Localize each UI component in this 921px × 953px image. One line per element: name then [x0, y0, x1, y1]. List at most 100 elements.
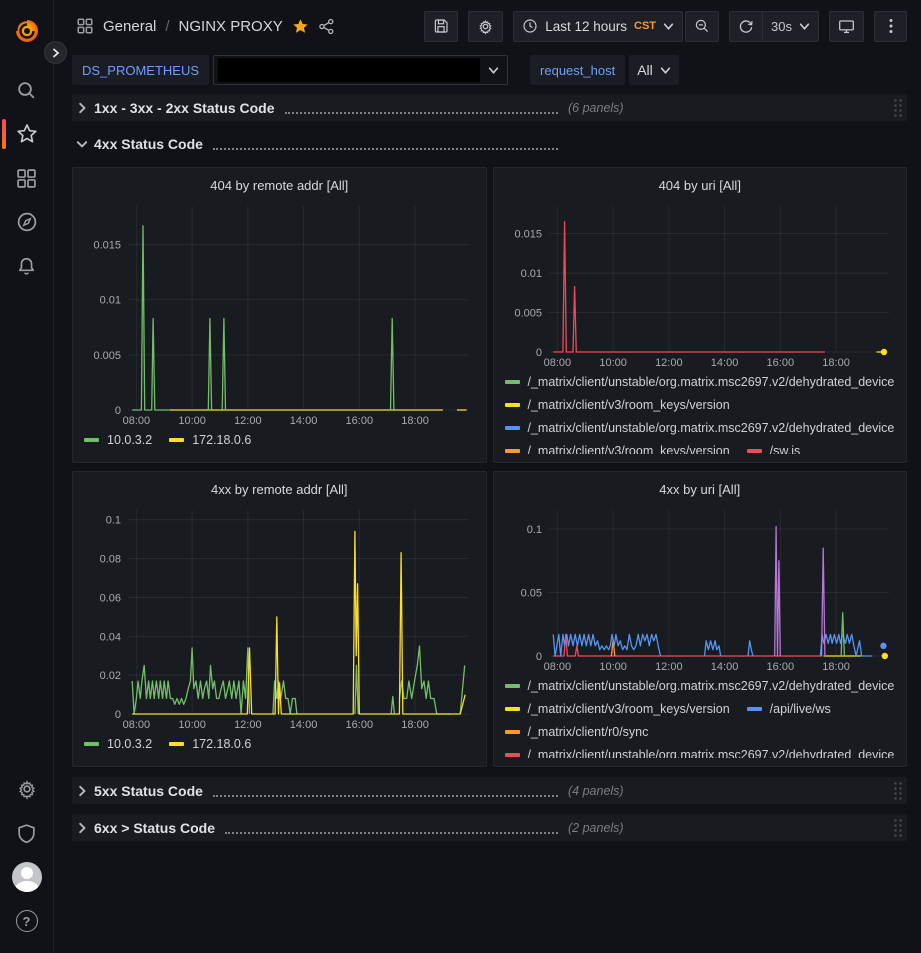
- dashboard-settings-button[interactable]: [468, 10, 504, 42]
- sidebar-item-dashboards[interactable]: [0, 156, 54, 200]
- sidebar-item-search[interactable]: [0, 68, 54, 112]
- sidebar-item-alerting[interactable]: [0, 244, 54, 288]
- series-line: [131, 647, 251, 715]
- zoom-out-time-button[interactable]: [685, 10, 720, 42]
- sidebar-item-starred[interactable]: [0, 112, 54, 156]
- x-tick-label: 16:00: [346, 415, 374, 427]
- sidebar-item-help[interactable]: ?: [0, 899, 54, 943]
- variables-bar: DS_PROMETHEUS request_host All: [54, 52, 921, 88]
- series-line: [132, 530, 466, 715]
- refresh-interval-label: 30s: [771, 18, 792, 34]
- gear-icon: [18, 780, 35, 800]
- panel-title[interactable]: 4xx by remote addr [All]: [210, 482, 348, 497]
- y-tick-label: 0.05: [520, 588, 541, 600]
- user-avatar: [11, 862, 42, 892]
- legend-item[interactable]: 172.18.0.6: [169, 732, 251, 755]
- row-header-6xx[interactable]: 6xx > Status Code (2 panels): [72, 814, 907, 841]
- panel-title[interactable]: 4xx by uri [All]: [659, 482, 741, 497]
- legend-label: 10.0.3.2: [107, 432, 153, 447]
- legend-label: /sw.js: [769, 443, 801, 455]
- x-tick-label: 16:00: [346, 719, 374, 731]
- legend-swatch: [746, 706, 762, 711]
- x-tick-label: 12:00: [234, 415, 262, 427]
- host-variable-label[interactable]: request_host: [530, 55, 626, 85]
- compass-icon: [17, 212, 36, 232]
- legend: 10.0.3.2 172.18.0.6: [82, 428, 477, 454]
- legend-item[interactable]: /_matrix/client/v3/room_keys/version: [504, 697, 730, 720]
- grafana-logo[interactable]: [0, 8, 54, 54]
- series-point: [881, 652, 888, 660]
- kebab-menu-button[interactable]: [874, 10, 907, 42]
- panel-title[interactable]: 404 by remote addr [All]: [210, 178, 349, 193]
- time-range-picker[interactable]: Last 12 hours CST: [513, 10, 684, 42]
- row-drag-handle-icon[interactable]: [893, 781, 903, 800]
- legend-item[interactable]: 10.0.3.2: [84, 732, 152, 755]
- sidebar-expand-button[interactable]: [44, 41, 67, 64]
- legend-item[interactable]: 10.0.3.2: [84, 428, 152, 451]
- chart-canvas[interactable]: 08:00 10:00 12:00 14:00 16:00 18:00 0 0.02 0.04 0…: [82, 502, 476, 732]
- y-tick-label: 0.015: [514, 229, 542, 241]
- x-tick-label: 08:00: [543, 357, 571, 369]
- x-tick-label: 18:00: [401, 719, 429, 731]
- row-drag-handle-icon[interactable]: [893, 98, 903, 117]
- refresh-button[interactable]: [729, 10, 763, 42]
- legend-item[interactable]: /sw.js: [746, 439, 801, 455]
- chevron-down-icon: [799, 22, 810, 30]
- refresh-interval-picker[interactable]: 30s: [762, 10, 819, 42]
- sidebar-item-server-admin[interactable]: [0, 811, 54, 855]
- breadcrumb-section[interactable]: General: [103, 17, 157, 35]
- chevron-right-icon: [79, 785, 86, 796]
- sidebar-item-configuration[interactable]: [0, 767, 54, 811]
- row-header-1xx-3xx-2xx[interactable]: 1xx - 3xx - 2xx Status Code (6 panels): [72, 94, 907, 121]
- datasource-variable-label[interactable]: DS_PROMETHEUS: [72, 55, 210, 85]
- legend-item[interactable]: /_matrix/client/unstable/org.matrix.msc2…: [504, 370, 894, 393]
- x-tick-label: 16:00: [766, 661, 794, 673]
- panel-4xx-by-uri: 4xx by uri [All] 08:00 10:00 12:00 14:00 16:…: [492, 471, 907, 767]
- x-tick-label: 12:00: [234, 719, 262, 731]
- save-icon: [435, 19, 448, 33]
- legend-item[interactable]: /_matrix/client/unstable/org.matrix.msc2…: [504, 743, 894, 758]
- host-variable-select[interactable]: All: [629, 55, 679, 85]
- y-tick-label: 0: [115, 405, 121, 417]
- star-icon: [16, 124, 37, 143]
- row-header-4xx[interactable]: 4xx Status Code: [72, 130, 907, 157]
- legend-swatch: [169, 741, 185, 746]
- sidebar-item-profile[interactable]: [0, 855, 54, 899]
- legend-item[interactable]: 172.18.0.6: [169, 428, 251, 451]
- chevron-right-icon: [79, 822, 86, 833]
- panel-title[interactable]: 404 by uri [All]: [658, 178, 741, 193]
- legend: /_matrix/client/unstable/org.matrix.msc2…: [503, 370, 898, 454]
- breadcrumb-title[interactable]: NGINX PROXY: [178, 17, 283, 35]
- chart-canvas[interactable]: 08:00 10:00 12:00 14:00 16:00 18:00 0 0.005 0.01…: [503, 198, 897, 370]
- series-line: [389, 317, 395, 411]
- legend-label: /_matrix/client/r0/sync: [527, 724, 649, 739]
- datasource-variable-select[interactable]: [213, 55, 509, 85]
- y-tick-label: 0.08: [100, 554, 121, 566]
- share-icon[interactable]: [318, 18, 335, 35]
- series-point: [880, 348, 887, 356]
- tv-mode-button[interactable]: [829, 10, 864, 42]
- series-line: [552, 633, 661, 657]
- row-drag-handle-icon[interactable]: [893, 818, 903, 837]
- favorite-star-icon[interactable]: [292, 18, 309, 35]
- legend-label: 172.18.0.6: [192, 736, 252, 751]
- row-left: 1xx - 3xx - 2xx Status Code: [76, 100, 568, 116]
- clock-icon: [523, 19, 537, 33]
- legend-item[interactable]: /api/live/ws: [746, 697, 831, 720]
- sidebar-item-explore[interactable]: [0, 200, 54, 244]
- y-tick-label: 0.04: [100, 631, 121, 643]
- legend-item[interactable]: /_matrix/client/r0/sync: [504, 720, 649, 743]
- save-dashboard-button[interactable]: [424, 10, 459, 42]
- legend-item[interactable]: /_matrix/client/unstable/org.matrix.msc2…: [504, 674, 895, 697]
- legend-label: /_matrix/client/unstable/org.matrix.msc2…: [527, 678, 895, 693]
- legend-item[interactable]: /_matrix/client/unstable/org.matrix.msc2…: [504, 416, 894, 439]
- series-line: [703, 640, 721, 657]
- chart-canvas[interactable]: 08:00 10:00 12:00 14:00 16:00 18:00 0 0.05 0.1: [503, 502, 897, 674]
- row-header-5xx[interactable]: 5xx Status Code (4 panels): [72, 777, 907, 804]
- legend-item[interactable]: /_matrix/client/v3/room_keys/version: [504, 439, 730, 454]
- row-title: 5xx Status Code: [94, 782, 203, 799]
- chart-canvas[interactable]: 08:00 10:00 12:00 14:00 16:00 18:00 0 0.005 0.01…: [82, 198, 476, 428]
- x-tick-label: 14:00: [710, 661, 738, 673]
- legend-item[interactable]: /_matrix/client/v3/room_keys/version: [504, 393, 730, 416]
- bell-icon: [18, 257, 35, 275]
